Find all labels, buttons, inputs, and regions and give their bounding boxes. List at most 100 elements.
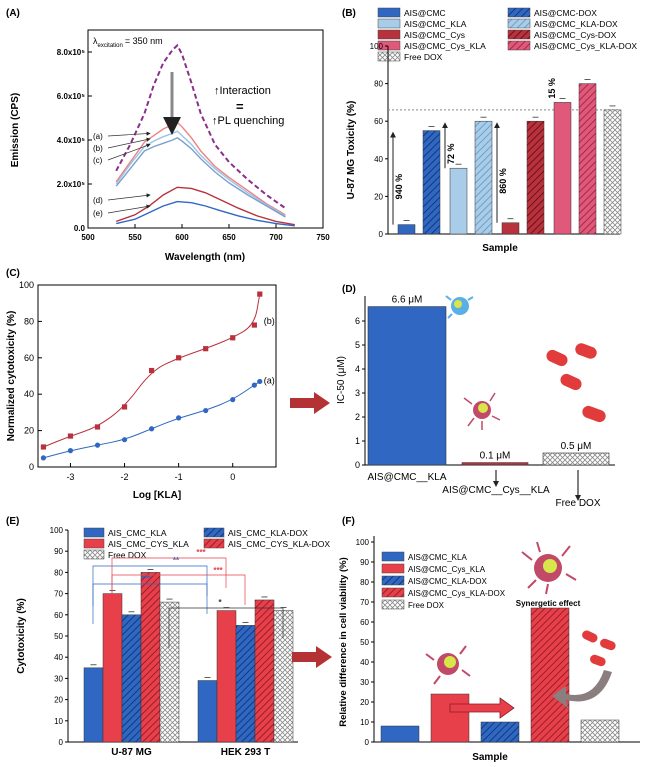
kla-nanoparticle-small-icon xyxy=(425,645,471,685)
a-ytick-label: 6.0x10⁵ xyxy=(57,92,85,101)
f-legend-label: AIS@CMC_Cys_KLA xyxy=(408,565,486,574)
b-legend-swatch xyxy=(377,18,401,29)
b-bar-3 xyxy=(449,167,468,235)
excitation-value: = 350 nm xyxy=(125,36,163,46)
f-legend-swatch xyxy=(381,563,405,574)
e-legend-swatch xyxy=(83,527,105,538)
c-point-b xyxy=(148,367,155,374)
f-ytick-label: 10 xyxy=(360,718,369,727)
spectrum-line-b xyxy=(115,130,286,217)
e-ytick-label: 100 xyxy=(50,526,64,535)
d-ytick-label: 5 xyxy=(355,340,360,350)
panel-e-ylabel: Cytotoxicity (%) xyxy=(16,598,27,674)
a-ytick-label: 4.0x10⁵ xyxy=(57,136,85,145)
f-ytick-label: 90 xyxy=(360,558,369,567)
annotation-equals: = xyxy=(236,99,244,114)
c-point-a xyxy=(67,448,74,454)
c-xtick-label: -3 xyxy=(66,472,74,482)
panel-f: AIS@CMC_KLA AIS@CMC_Cys_KLA AIS@CMC_KLA-DO… xyxy=(338,536,640,763)
f-legend-swatch xyxy=(381,599,405,610)
b-legend-swatch xyxy=(507,7,531,18)
c-point-b xyxy=(67,433,74,439)
spectrum-label: (e) xyxy=(93,209,103,218)
a-xtick-label: 750 xyxy=(316,233,330,242)
b-percentage-label: 15 % xyxy=(547,78,557,99)
e-significance-bracket xyxy=(111,574,246,615)
e-bar xyxy=(273,610,294,743)
e-ytick-label: 60 xyxy=(54,611,63,620)
panel-f-ylabel: Relative difference in cell viability (%… xyxy=(338,557,349,726)
e-legend-label: AIS_CMC_KLA-DOX xyxy=(228,528,308,538)
b-bar-7 xyxy=(553,102,572,235)
b-bar-2 xyxy=(422,130,441,235)
b-legend-label: AIS@CMC_KLA-DOX xyxy=(534,19,618,29)
b-bar-1 xyxy=(397,224,416,235)
f-ytick-label: 20 xyxy=(360,698,369,707)
c-point-a xyxy=(176,415,182,421)
excitation-symbol: λ xyxy=(93,36,98,46)
c-fit-curve-0 xyxy=(43,381,261,459)
d-ytick-label: 3 xyxy=(355,388,360,398)
b-legend-label: AIS@CMC_Cys_KLA-DOX xyxy=(534,41,637,51)
c-point-a xyxy=(257,378,263,385)
b-ytick-label: 0 xyxy=(379,230,384,239)
panel-f-xlabel: Sample xyxy=(472,752,508,763)
d-ytick-label: 4 xyxy=(355,364,360,374)
e-bar xyxy=(83,667,104,743)
c-point-b xyxy=(176,355,182,361)
f-bar-3 xyxy=(480,721,520,743)
f-legend-label: Free DOX xyxy=(408,601,445,610)
f-bar-1 xyxy=(380,725,420,743)
b-legend-swatch xyxy=(507,40,531,51)
e-ytick-label: 80 xyxy=(54,568,63,577)
b-legend-swatch xyxy=(507,29,531,40)
b-legend-swatch xyxy=(507,18,531,29)
e-legend-swatch xyxy=(83,549,105,560)
b-ytick-label: 80 xyxy=(374,80,383,89)
e-ytick-label: 40 xyxy=(54,653,63,662)
curved-arrow-icon xyxy=(552,670,612,708)
spectrum-label: (c) xyxy=(93,156,103,165)
f-legend-swatch xyxy=(381,551,405,562)
d-category-label: Free DOX xyxy=(555,498,600,509)
spectrum-pointer xyxy=(107,137,151,149)
c-xtick-label: -1 xyxy=(175,472,183,482)
f-ytick-label: 60 xyxy=(360,618,369,627)
e-category-label: HEK 293 T xyxy=(221,747,270,758)
a-xtick-label: 550 xyxy=(128,233,142,242)
f-legend-label: AIS@CMC_KLA-DOX xyxy=(408,577,487,586)
e-bar xyxy=(102,593,123,743)
panel-b-xlabel: Sample xyxy=(482,243,518,254)
f-legend-swatch xyxy=(381,575,405,586)
c-ytick-label: 20 xyxy=(24,426,34,436)
panel-d-ylabel: IC-50 (μM) xyxy=(336,356,347,404)
f-bar-5 xyxy=(580,719,620,743)
e-bar xyxy=(254,599,275,743)
a-xtick-label: 500 xyxy=(81,233,95,242)
panel-label-f: (F) xyxy=(342,516,355,527)
e-legend-label: Free DOX xyxy=(108,550,147,560)
b-ytick-label: 20 xyxy=(374,192,383,201)
e-bar xyxy=(159,601,180,743)
b-legend-label: AIS@CMC-DOX xyxy=(534,8,597,18)
c-point-a xyxy=(148,426,155,432)
e-significance-bracket xyxy=(111,557,227,598)
e-significance-stars: ** xyxy=(173,556,180,565)
annotation-interaction: ↑Interaction xyxy=(214,85,271,97)
panel-a-ylabel: Emission (CPS) xyxy=(10,93,21,167)
panel-d: 0 1 2 3 4 5 6 6.6 μM AIS@CMC__KLA 0.1 μM AIS@CMC_… xyxy=(336,295,615,509)
c-point-a xyxy=(203,407,209,414)
c-ytick-label: 100 xyxy=(19,280,34,290)
spectrum-label: (a) xyxy=(93,132,103,141)
e-legend-label: AIS_CMC_CYS_KLA-DOX xyxy=(228,539,330,549)
flow-arrow-e-to-f xyxy=(292,646,332,668)
c-point-b xyxy=(251,322,257,328)
c-ytick-label: 0 xyxy=(29,462,34,472)
f-ytick-label: 30 xyxy=(360,678,369,687)
d-value-label: 0.1 μM xyxy=(480,451,511,462)
spectrum-line-c xyxy=(115,136,286,218)
b-legend-swatch xyxy=(377,40,401,51)
panel-c-xlabel: Log [KLA] xyxy=(133,490,181,501)
e-legend-swatch xyxy=(83,538,105,549)
e-ytick-label: 70 xyxy=(54,590,63,599)
